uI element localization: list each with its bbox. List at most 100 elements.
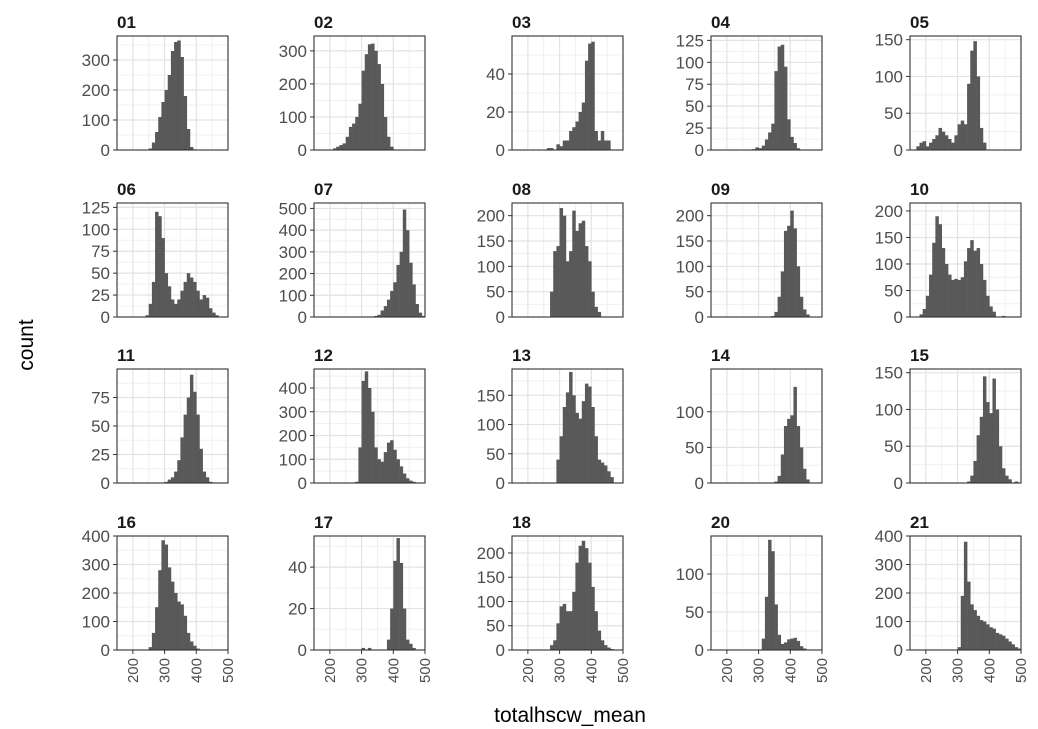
- histogram-bar: [603, 140, 608, 150]
- panel-border: [313, 35, 426, 151]
- y-tick-label: 400: [82, 527, 110, 546]
- histogram-bar: [348, 126, 353, 150]
- histogram-bar: [992, 628, 996, 650]
- histogram-bar: [603, 465, 608, 483]
- histogram-bar: [177, 40, 181, 150]
- histogram-bar: [180, 290, 184, 317]
- histogram-bar: [559, 146, 564, 150]
- histogram-bar: [581, 220, 586, 317]
- y-tick-label: 100: [477, 592, 505, 611]
- x-tick-label: 500: [1013, 658, 1030, 683]
- y-tick-label: 0: [695, 641, 704, 660]
- facet-title: 11: [117, 346, 135, 365]
- y-tick-label: 0: [695, 308, 704, 327]
- histogram-bar: [402, 209, 407, 317]
- y-tick-label: 50: [884, 281, 903, 300]
- histogram-bar: [995, 409, 1000, 483]
- histogram-bar: [793, 637, 797, 650]
- histogram-bar: [569, 371, 573, 483]
- histogram-bar: [215, 315, 219, 317]
- facet-panel-06: 06 0 25 50 75 100 125: [82, 180, 229, 327]
- histogram-bar: [790, 136, 794, 150]
- histogram-bar: [399, 466, 404, 483]
- y-tick-label: 50: [91, 417, 110, 436]
- histogram-bar: [186, 129, 191, 150]
- histogram-bar: [383, 306, 388, 317]
- histogram-bar: [976, 435, 981, 483]
- histogram-bar: [989, 413, 993, 483]
- histogram-bar: [177, 299, 181, 317]
- histogram-bar: [970, 50, 974, 150]
- histogram-bar: [155, 211, 159, 317]
- histogram-bar: [973, 250, 977, 317]
- histogram-bar: [925, 146, 930, 150]
- histogram-bar: [572, 210, 576, 317]
- histogram-bar: [758, 148, 763, 150]
- histogram-bar: [976, 615, 981, 650]
- histogram-bar: [957, 279, 962, 317]
- histogram-bar: [607, 647, 611, 650]
- histogram-bar: [954, 278, 958, 317]
- facet-panel-16: 16 0 100 200 300 400 200 300 400 500: [82, 513, 237, 683]
- histogram-bar: [174, 471, 178, 483]
- histogram-bar: [954, 135, 958, 150]
- histogram-bar: [594, 611, 598, 650]
- histogram-bar: [780, 44, 785, 151]
- y-tick-label: 0: [894, 474, 903, 493]
- histogram-bar: [600, 131, 605, 150]
- histogram-bar: [569, 611, 573, 650]
- y-tick-label: 100: [279, 108, 307, 127]
- panel-border: [511, 35, 624, 151]
- panel-background: [314, 536, 425, 650]
- y-tick-label: 100: [676, 403, 704, 422]
- histogram-bar: [186, 273, 191, 317]
- histogram-bar: [581, 401, 586, 483]
- histogram-bar: [973, 41, 977, 150]
- y-tick-label: 300: [82, 556, 110, 575]
- histogram-bar: [399, 562, 404, 650]
- histogram-bar: [796, 266, 801, 317]
- y-tick-label: 50: [91, 264, 110, 283]
- histogram-bar: [208, 481, 213, 483]
- histogram-bar: [967, 83, 971, 150]
- histogram-bar: [780, 643, 785, 650]
- panel-border: [116, 202, 229, 318]
- histogram-bar: [405, 478, 410, 483]
- histogram-bar: [594, 131, 598, 150]
- histogram-bar: [361, 380, 366, 483]
- histogram-bar: [559, 436, 564, 483]
- y-tick-label: 0: [894, 308, 903, 327]
- histogram-bar: [780, 271, 785, 317]
- histogram-bar: [771, 123, 775, 150]
- histogram-bar: [790, 415, 794, 483]
- panel-border: [710, 535, 823, 651]
- histogram-bar: [578, 112, 583, 150]
- histogram-bar: [575, 121, 579, 150]
- histogram-bar: [802, 309, 807, 317]
- histogram-bar: [412, 481, 416, 483]
- histogram-bar: [967, 248, 971, 317]
- histogram-bar: [938, 224, 943, 317]
- histogram-bar: [922, 141, 927, 150]
- histogram-bar: [199, 448, 203, 483]
- histogram-bar: [186, 397, 191, 483]
- histogram-bar: [967, 581, 971, 650]
- histogram-bar: [1001, 635, 1006, 650]
- histogram-bar: [158, 570, 162, 650]
- facet-panel-17: 17 0 20 40 200 300 400 500: [288, 513, 434, 683]
- histogram-bar: [174, 42, 178, 150]
- y-tick-label: 100: [82, 111, 110, 130]
- histogram-bar: [575, 412, 579, 483]
- histogram-bar: [774, 311, 778, 317]
- y-tick-label: 100: [477, 257, 505, 276]
- histogram-bar: [553, 251, 557, 317]
- histogram-bar: [161, 540, 165, 650]
- panel-border: [909, 202, 1022, 318]
- y-tick-label: 200: [676, 207, 704, 226]
- histogram-bar: [183, 96, 188, 150]
- histogram-bar: [774, 481, 778, 483]
- y-tick-label: 0: [101, 641, 110, 660]
- y-tick-label: 0: [298, 308, 307, 327]
- panel-border: [909, 35, 1022, 151]
- histogram-bar: [771, 551, 775, 650]
